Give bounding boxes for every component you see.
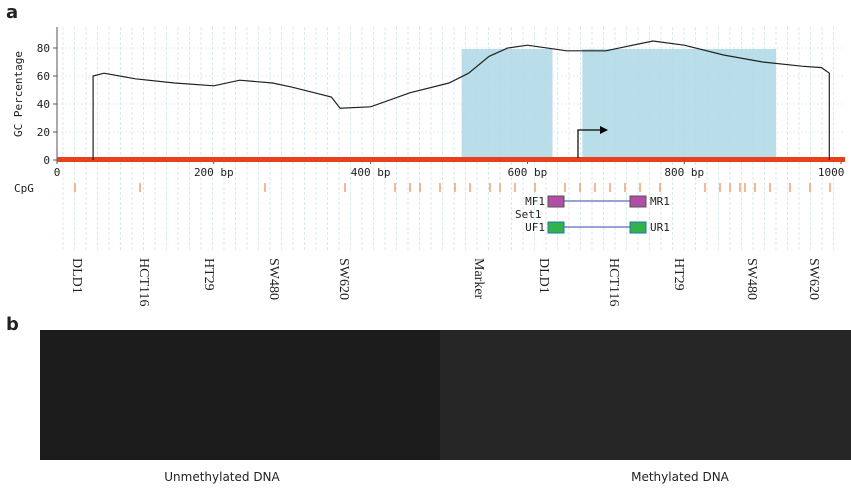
primer-label: MR1: [650, 195, 670, 208]
chart-a: 0 20 40 60 80 0 200 bp 400 bp 600 bp 800 bp 1000 b…: [37, 27, 851, 250]
y-tick-label: 20: [37, 126, 50, 139]
panel-label: a: [6, 2, 18, 23]
figure: DLD1 HCT116 HT29 SW480 SW620 Marker DLD1 HCT116…: [0, 0, 851, 487]
primer-box: [548, 196, 564, 207]
primer-label: UF1: [525, 221, 545, 234]
cpg-island: [582, 49, 776, 160]
group-label: Methylated DNA: [631, 470, 730, 484]
lane-label: HT29: [201, 258, 216, 291]
sequence-bar: [57, 157, 845, 162]
panel-label: b: [6, 314, 19, 335]
x-tick-label: 400 bp: [351, 166, 391, 179]
lane-label: SW480: [266, 258, 281, 300]
lane-label: DLD1: [69, 258, 84, 294]
set-label: Set1: [515, 208, 542, 221]
lane-label: SW620: [336, 258, 351, 300]
y-tick-label: 40: [37, 98, 50, 111]
primer-label: UR1: [650, 221, 670, 234]
primer-box: [630, 196, 646, 207]
y-tick-label: 0: [43, 154, 50, 167]
primer-label: MF1: [525, 195, 545, 208]
lane-label: HCT116: [606, 258, 621, 306]
primer-box: [548, 222, 564, 233]
x-tick-label: 200 bp: [194, 166, 234, 179]
x-tick-label: 1000 bp: [818, 166, 851, 179]
x-tick-label: 800 bp: [664, 166, 704, 179]
lane-label: SW480: [744, 258, 759, 300]
x-tick-label: 0: [54, 166, 61, 179]
y-tick-label: 60: [37, 70, 50, 83]
gel-right: [440, 330, 851, 460]
lane-label: DLD1: [536, 258, 551, 294]
lane-label: HCT116: [136, 258, 151, 306]
lane-label: HT29: [671, 258, 686, 291]
x-tick-label: 600 bp: [508, 166, 548, 179]
lane-label: SW620: [806, 258, 821, 300]
track-label: CpG: [14, 182, 34, 195]
y-tick-label: 80: [37, 42, 50, 55]
lane-label: Marker: [471, 258, 486, 300]
y-axis-label: GC Percentage: [12, 51, 25, 137]
group-label: Unmethylated DNA: [164, 470, 280, 484]
primer-box: [630, 222, 646, 233]
cpg-island: [462, 49, 553, 160]
